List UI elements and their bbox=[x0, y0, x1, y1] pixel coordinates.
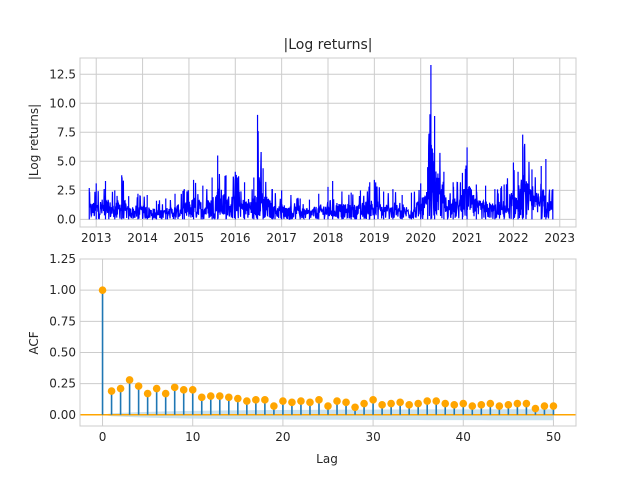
acf-point bbox=[225, 393, 233, 402]
x-tick-label: 2014 bbox=[127, 231, 158, 245]
x-tick-label: 2020 bbox=[405, 231, 436, 245]
acf-point bbox=[495, 402, 504, 410]
acf-point bbox=[468, 402, 477, 410]
x-axis-label: Lag bbox=[316, 452, 338, 466]
acf-point bbox=[306, 398, 314, 407]
acf-point bbox=[486, 399, 495, 408]
acf-point bbox=[252, 396, 260, 404]
acf-point bbox=[297, 397, 305, 405]
x-tick-label: 2013 bbox=[81, 231, 112, 245]
acf-point bbox=[504, 401, 513, 409]
x-tick-label: 2015 bbox=[174, 231, 205, 245]
x-tick-label: 2017 bbox=[266, 231, 297, 245]
plot-area-background bbox=[80, 259, 576, 426]
x-tick-label: 2018 bbox=[313, 231, 344, 245]
x-tick-label: 2023 bbox=[545, 231, 576, 245]
x-tick-label: 30 bbox=[365, 430, 380, 444]
x-tick-label: 10 bbox=[185, 430, 200, 444]
y-tick-label: 0.25 bbox=[49, 377, 76, 391]
acf-point bbox=[459, 399, 468, 408]
log-returns-panel: 2013 2014 2015 2016 2017 2018 2019 2020 2021 2022… bbox=[27, 37, 577, 245]
y-tick-label: 0.75 bbox=[49, 314, 76, 328]
acf-point bbox=[170, 383, 179, 392]
acf-point bbox=[549, 402, 558, 410]
acf-point bbox=[396, 398, 404, 407]
acf-point bbox=[540, 402, 549, 410]
y-tick-label: 12.5 bbox=[49, 67, 76, 81]
acf-point bbox=[315, 396, 323, 404]
acf-point bbox=[414, 399, 422, 408]
acf-point bbox=[324, 402, 332, 410]
acf-point bbox=[98, 286, 107, 294]
y-tick-label: 7.5 bbox=[57, 125, 76, 139]
y-tick-label: 10.0 bbox=[49, 96, 76, 110]
y-tick-label: 0.0 bbox=[57, 212, 76, 226]
acf-point bbox=[234, 394, 242, 403]
acf-point bbox=[333, 397, 341, 405]
acf-point bbox=[378, 401, 386, 409]
acf-point bbox=[134, 382, 143, 390]
acf-point bbox=[405, 401, 413, 409]
acf-point bbox=[513, 399, 522, 408]
acf-point bbox=[270, 402, 278, 410]
acf-point bbox=[279, 397, 287, 405]
acf-point bbox=[179, 386, 188, 394]
acf-point bbox=[125, 376, 134, 384]
x-tick-label: 40 bbox=[456, 430, 471, 444]
acf-point bbox=[441, 399, 450, 408]
acf-point bbox=[161, 389, 170, 398]
acf-point bbox=[152, 384, 161, 393]
log-returns-line bbox=[88, 64, 554, 221]
acf-point bbox=[360, 399, 368, 408]
acf-point bbox=[450, 401, 459, 409]
acf-point bbox=[261, 396, 269, 404]
acf-point bbox=[107, 387, 116, 395]
acf-point bbox=[351, 403, 359, 412]
y-tick-labels: 0.00 0.25 0.50 0.75 1.00 1.25 bbox=[49, 252, 76, 422]
y-axis-label: |Log returns| bbox=[27, 104, 41, 180]
y-axis-label: ACF bbox=[27, 331, 41, 354]
acf-point bbox=[387, 399, 395, 408]
x-tick-labels: 0 10 20 30 40 50 bbox=[99, 430, 561, 444]
acf-point bbox=[116, 384, 125, 393]
x-tick-label: 0 bbox=[99, 430, 107, 444]
acf-point bbox=[369, 396, 377, 404]
x-tick-label: 2021 bbox=[452, 231, 483, 245]
x-tick-label: 20 bbox=[275, 430, 290, 444]
acf-point bbox=[342, 398, 350, 407]
x-tick-labels: 2013 2014 2015 2016 2017 2018 2019 2020 2021 2022… bbox=[81, 231, 575, 245]
y-tick-label: 5.0 bbox=[57, 154, 76, 168]
x-tick-label: 2022 bbox=[498, 231, 529, 245]
y-tick-label: 0.00 bbox=[49, 408, 76, 422]
acf-point bbox=[197, 393, 206, 402]
acf-point bbox=[143, 389, 152, 398]
gridlines bbox=[80, 58, 576, 227]
x-tick-label: 2019 bbox=[359, 231, 390, 245]
y-tick-labels: 0.0 2.5 5.0 7.5 10.0 12.5 bbox=[49, 67, 76, 226]
acf-markers bbox=[98, 286, 558, 413]
acf-point bbox=[215, 392, 224, 400]
y-tick-label: 2.5 bbox=[57, 183, 76, 197]
acf-point bbox=[531, 404, 540, 413]
acf-point bbox=[188, 386, 197, 394]
y-tick-label: 0.50 bbox=[49, 345, 76, 359]
plot-frame bbox=[79, 258, 577, 427]
acf-point bbox=[243, 397, 251, 405]
acf-point bbox=[206, 392, 215, 400]
acf-point bbox=[288, 398, 296, 407]
acf-point bbox=[423, 397, 432, 405]
acf-panel: 0 10 20 30 40 50 0.00 0.25 0.50 0.75 1.00 1.25 Lag… bbox=[27, 252, 577, 466]
acf-point bbox=[477, 401, 486, 409]
x-tick-label: 50 bbox=[546, 430, 561, 444]
x-tick-label: 2016 bbox=[220, 231, 251, 245]
chart-title: |Log returns| bbox=[284, 37, 373, 53]
acf-point bbox=[432, 397, 441, 405]
acf-point bbox=[522, 399, 531, 408]
plot-frame bbox=[79, 57, 577, 228]
y-tick-label: 1.25 bbox=[49, 252, 76, 266]
y-tick-label: 1.00 bbox=[49, 283, 76, 297]
